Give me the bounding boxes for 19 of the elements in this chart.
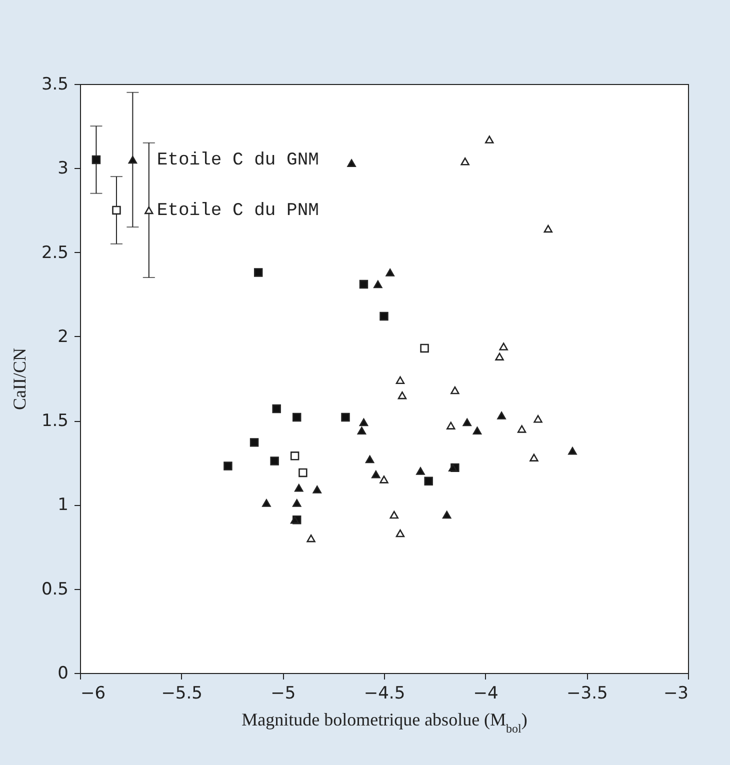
y-axis-title: CaII/CN bbox=[9, 348, 30, 410]
x-tick-label: −3.5 bbox=[566, 684, 608, 704]
y-tick-label: 2.5 bbox=[41, 242, 68, 263]
y-tick-label: 0.5 bbox=[41, 579, 68, 600]
x-tick-label: −4.5 bbox=[364, 684, 406, 704]
annotation: Etoile C du PNM bbox=[156, 201, 319, 222]
x-tick-label: −4 bbox=[473, 684, 498, 704]
x-tick-label: −6 bbox=[80, 684, 106, 704]
y-tick-label: 3 bbox=[58, 158, 68, 179]
y-tick-label: 3.5 bbox=[41, 74, 68, 94]
annotation: Etoile C du GNM bbox=[156, 150, 319, 171]
x-tick-label: −3 bbox=[663, 684, 688, 704]
y-tick-label: 1 bbox=[58, 495, 68, 516]
y-tick-label: 0 bbox=[58, 664, 68, 684]
x-axis-title: Magnitude bolometrique absolue (M$_{bol}$) bbox=[242, 710, 528, 736]
x-tick-label: −5.5 bbox=[161, 684, 202, 704]
x-tick-label: −5 bbox=[270, 684, 296, 704]
y-tick-label: 1.5 bbox=[41, 411, 68, 432]
y-tick-label: 2 bbox=[58, 326, 68, 347]
